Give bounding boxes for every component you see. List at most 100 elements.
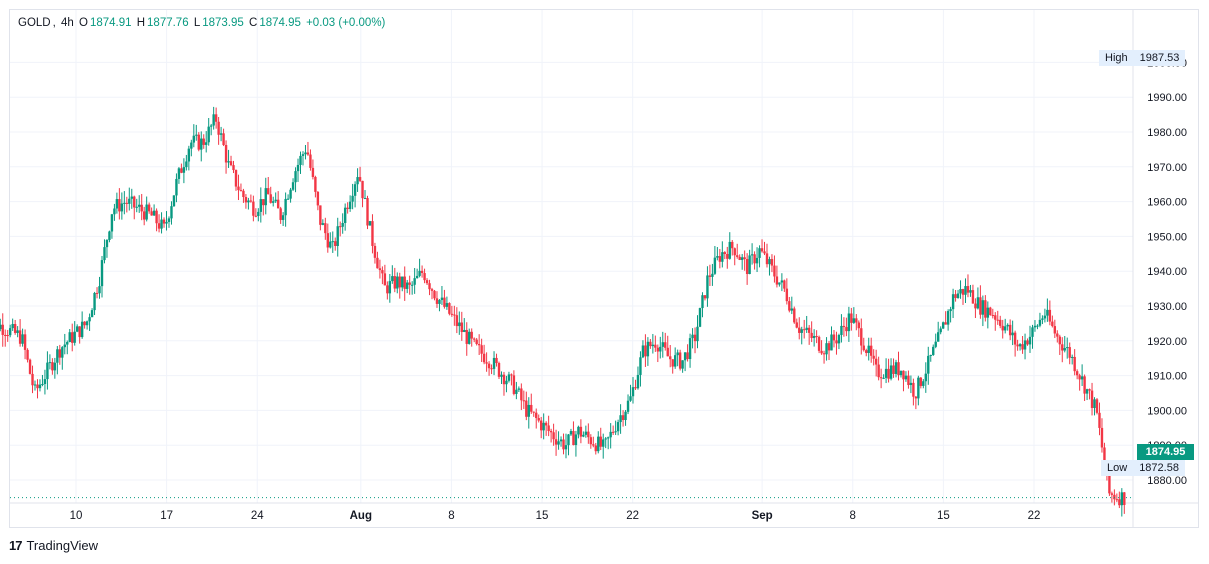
candle-body <box>788 301 791 311</box>
candle-body <box>403 276 406 289</box>
candle-body <box>937 332 940 342</box>
candle-body <box>259 199 263 212</box>
candle-body <box>1008 324 1012 336</box>
candle-body <box>1006 324 1009 327</box>
candle-body <box>587 431 590 438</box>
candle-body <box>254 215 258 217</box>
candle-body <box>1123 492 1126 506</box>
candle-body <box>13 323 17 333</box>
candle-body <box>870 345 873 356</box>
candle-body <box>1120 492 1124 506</box>
candle-body <box>468 331 471 344</box>
candle-body <box>334 241 337 246</box>
candle-body <box>36 384 39 389</box>
candle-body <box>892 365 895 374</box>
candle-body <box>1113 494 1116 500</box>
last-price-value: 1874.95 <box>1145 446 1186 458</box>
candle-body <box>53 362 57 371</box>
candle-body <box>41 384 44 386</box>
candle-body <box>341 223 344 227</box>
candle-body <box>172 195 176 207</box>
y-tick-label: 1880.00 <box>1147 475 1187 487</box>
candle-body <box>1023 340 1027 350</box>
candle-body <box>738 256 741 260</box>
candle-body <box>743 257 746 260</box>
candle-body <box>959 289 962 294</box>
candle-body <box>664 342 667 348</box>
candle-body <box>703 295 707 299</box>
candle-body <box>147 204 151 212</box>
candle-body <box>676 352 679 356</box>
candle-body <box>1 324 4 335</box>
candle-body <box>845 327 848 332</box>
candle-body <box>1063 348 1066 351</box>
candle-body <box>604 438 607 440</box>
candle-body <box>192 135 196 143</box>
candle-body <box>768 259 771 265</box>
candle-body <box>135 206 138 208</box>
candle-body <box>85 321 89 326</box>
candle-body <box>820 350 823 354</box>
candle-body <box>502 374 506 385</box>
candle-body <box>299 155 302 165</box>
candle-body <box>61 347 64 358</box>
candle-body <box>80 321 84 338</box>
y-tick-label: 1910.00 <box>1147 371 1187 383</box>
candle-body <box>237 186 240 191</box>
candle-body <box>939 328 942 333</box>
candle-body <box>701 295 704 309</box>
candle-body <box>1093 399 1096 408</box>
candle-body <box>1118 499 1121 506</box>
candle-body <box>559 439 563 442</box>
candle-body <box>902 370 905 380</box>
candle-body <box>520 388 523 401</box>
candle-body <box>549 431 553 433</box>
y-tick-label: 1980.00 <box>1147 127 1187 139</box>
candle-body <box>969 290 972 293</box>
candle-body <box>408 282 411 285</box>
candle-body <box>63 344 66 348</box>
candle-body <box>133 196 136 208</box>
candle-body <box>798 327 801 333</box>
ohlc-legend: GOLD, 4h O 1874.91 H 1877.76 L 1873.95 C 187… <box>18 17 386 29</box>
candle-body <box>410 284 414 286</box>
candle-body <box>433 290 436 299</box>
candle-body <box>356 177 359 185</box>
candle-body <box>505 380 508 385</box>
candle-body <box>477 344 481 346</box>
candle-body <box>785 288 789 302</box>
last-price-tag: 1874.95 <box>1137 444 1194 460</box>
candle-body <box>475 339 478 345</box>
candle-body <box>100 260 104 287</box>
candle-body <box>1115 499 1119 501</box>
candle-body <box>877 364 880 378</box>
candle-body <box>763 251 766 254</box>
candle-body <box>453 314 456 316</box>
candle-body <box>649 341 652 347</box>
candle-body <box>296 164 300 172</box>
candle-body <box>597 436 600 452</box>
candle-body <box>507 374 511 381</box>
candle-body <box>909 382 913 386</box>
candle-body <box>209 125 213 127</box>
candle-body <box>929 354 932 356</box>
candle-body <box>934 341 937 347</box>
candle-body <box>78 326 81 338</box>
candle-body <box>415 275 419 279</box>
candle-body <box>619 415 622 423</box>
candle-body <box>1061 344 1064 351</box>
candle-body <box>512 375 516 394</box>
candle-body <box>693 334 697 342</box>
candle-body <box>815 335 818 337</box>
footer[interactable]: 17 TradingView <box>9 538 98 553</box>
candle-body <box>366 198 369 226</box>
candle-body <box>1053 326 1057 334</box>
candle-body <box>244 197 248 203</box>
candle-body <box>219 133 223 135</box>
candle-body <box>1031 327 1034 337</box>
candle-body <box>654 344 657 348</box>
candle-body <box>157 223 161 229</box>
candle-body <box>974 303 977 309</box>
candle-body <box>944 322 947 325</box>
